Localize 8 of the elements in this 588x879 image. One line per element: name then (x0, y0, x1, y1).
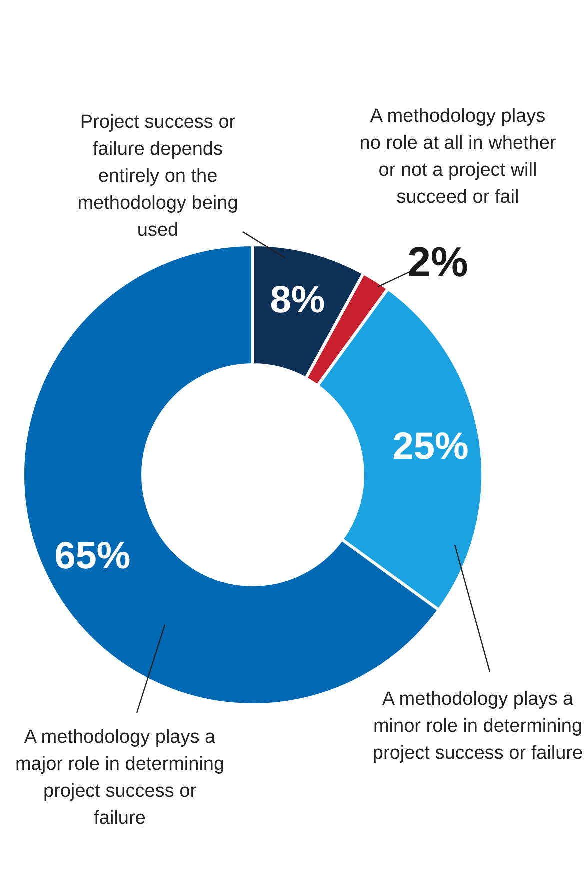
data-label: 2% (408, 238, 468, 286)
data-label: 8% (270, 280, 326, 322)
slice-label: A methodology plays a minor role in determining project success or failure (372, 689, 584, 764)
data-label: 65% (54, 536, 131, 578)
slice-label: A methodology plays a major role in determining project success or failure (15, 727, 225, 829)
slice-label: Project success or failure depends entirely on the methodology being used (78, 112, 238, 241)
data-label: 25% (392, 426, 469, 468)
slice-label: A methodology plays no role at all in whether or not a project will succeed or fail (360, 106, 557, 208)
